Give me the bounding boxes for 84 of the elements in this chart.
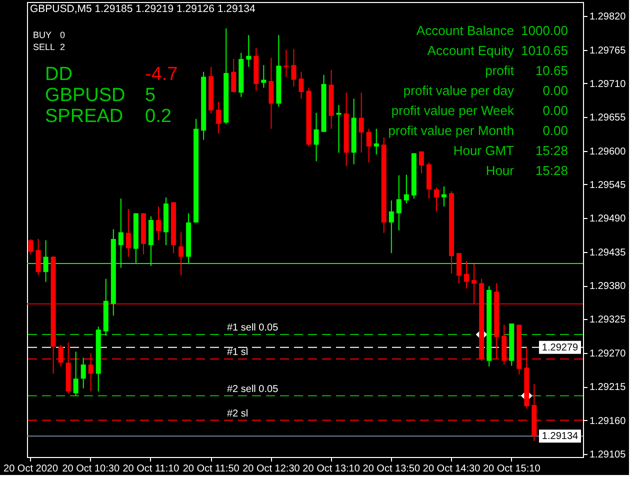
- annotation: 10.65: [535, 63, 568, 78]
- candlestick: [178, 232, 184, 276]
- ref-line-label: #1 sl: [227, 347, 248, 358]
- candlestick: [434, 187, 439, 212]
- candlestick: [314, 112, 319, 162]
- annotation: profit value per Week: [391, 103, 514, 118]
- candlestick: [231, 58, 236, 94]
- x-tick-label: 20 Oct 11:10: [122, 464, 180, 474]
- y-tick-label: 1.29325: [590, 314, 626, 326]
- candlestick: [374, 128, 379, 155]
- x-tick-label: 20 Oct 13:10: [302, 464, 360, 474]
- annotation: SPREAD: [45, 106, 124, 127]
- annotation: 0.00: [542, 103, 568, 118]
- annotation: profit value per day: [403, 83, 514, 98]
- ref-line-label: #2 sl: [227, 408, 248, 420]
- chart-title: GBPUSD,M5 1.29185 1.29219 1.29126 1.29134: [30, 3, 256, 15]
- annotation: 15:28: [535, 163, 568, 178]
- x-tick-label: 20 Oct 15:10: [482, 464, 541, 474]
- candlestick: [298, 71, 304, 100]
- annotation: Hour GMT: [453, 143, 514, 158]
- y-tick-label: 1.29820: [590, 12, 626, 23]
- annotation: 0: [60, 30, 66, 40]
- candlestick: [388, 200, 394, 254]
- annotation: 2: [60, 42, 66, 52]
- candlestick: [396, 174, 402, 231]
- candlestick: [291, 48, 296, 88]
- y-tick-label: 1.29380: [590, 281, 626, 292]
- annotation: profit value per Month: [388, 123, 514, 138]
- candlestick: [261, 64, 266, 88]
- annotation: 0.00: [542, 123, 568, 138]
- x-tick-label: 20 Oct 12:30: [242, 464, 300, 474]
- candlestick: [126, 208, 131, 258]
- ref-line-label: #2 sell 0.05: [227, 384, 279, 395]
- candlestick: [80, 357, 86, 389]
- annotation: 1.29134: [542, 431, 579, 442]
- y-tick-label: 1.29105: [590, 449, 626, 460]
- x-tick-label: 20 Oct 13:50: [362, 464, 420, 474]
- x-tick-label: 20 Oct 2020: [4, 464, 58, 474]
- y-tick-label: 1.29215: [590, 382, 626, 394]
- candlestick: [268, 57, 274, 130]
- candlestick: [464, 260, 470, 290]
- x-tick-label: 20 Oct 14:30: [422, 464, 481, 474]
- y-tick-label: 1.29765: [590, 45, 626, 56]
- y-tick-label: 1.29435: [590, 247, 626, 258]
- y-tick-label: 1.29600: [590, 146, 626, 158]
- annotation: 1010.65: [521, 43, 568, 58]
- candlestick: [246, 34, 252, 68]
- annotation: BUY: [33, 30, 52, 40]
- annotation: Account Equity: [427, 43, 514, 58]
- y-tick-label: 1.29490: [590, 214, 626, 225]
- y-tick-label: 1.29545: [590, 180, 626, 191]
- candlestick: [358, 92, 364, 154]
- candlestick: [284, 49, 289, 78]
- candlestick: [366, 128, 372, 163]
- annotation: DD: [45, 64, 72, 85]
- annotation: Hour: [486, 163, 515, 178]
- y-tick-label: 1.29655: [590, 112, 626, 124]
- y-tick-label: 1.29270: [590, 348, 626, 360]
- candlestick: [456, 252, 462, 284]
- candlestick: [36, 238, 41, 276]
- candlestick: [73, 351, 78, 396]
- annotation: Account Balance: [416, 23, 514, 38]
- annotation: 0.00: [542, 83, 568, 98]
- candlestick: [404, 174, 409, 204]
- candlestick: [156, 206, 161, 241]
- candlestick: [216, 101, 222, 134]
- annotation: 15:28: [535, 143, 568, 158]
- candlestick: [28, 238, 34, 255]
- annotation: profit: [485, 63, 514, 78]
- ref-line-label: #1 sell 0.05: [227, 322, 279, 334]
- annotation: SELL: [33, 42, 56, 52]
- annotation: 1.29279: [542, 342, 579, 354]
- annotation: 1000.00: [521, 23, 568, 38]
- candlestick: [418, 150, 424, 174]
- annotation: 5: [145, 85, 156, 106]
- x-tick-label: 20 Oct 11:50: [182, 464, 240, 474]
- y-tick-label: 1.29160: [590, 416, 626, 427]
- y-tick-label: 1.29710: [590, 78, 626, 90]
- annotation: 0.2: [145, 106, 172, 127]
- annotation: GBPUSD: [45, 85, 126, 106]
- candlestick: [442, 186, 446, 208]
- annotation: -4.7: [145, 64, 178, 85]
- candlestick: [472, 264, 477, 304]
- x-tick-label: 20 Oct 10:30: [62, 464, 120, 474]
